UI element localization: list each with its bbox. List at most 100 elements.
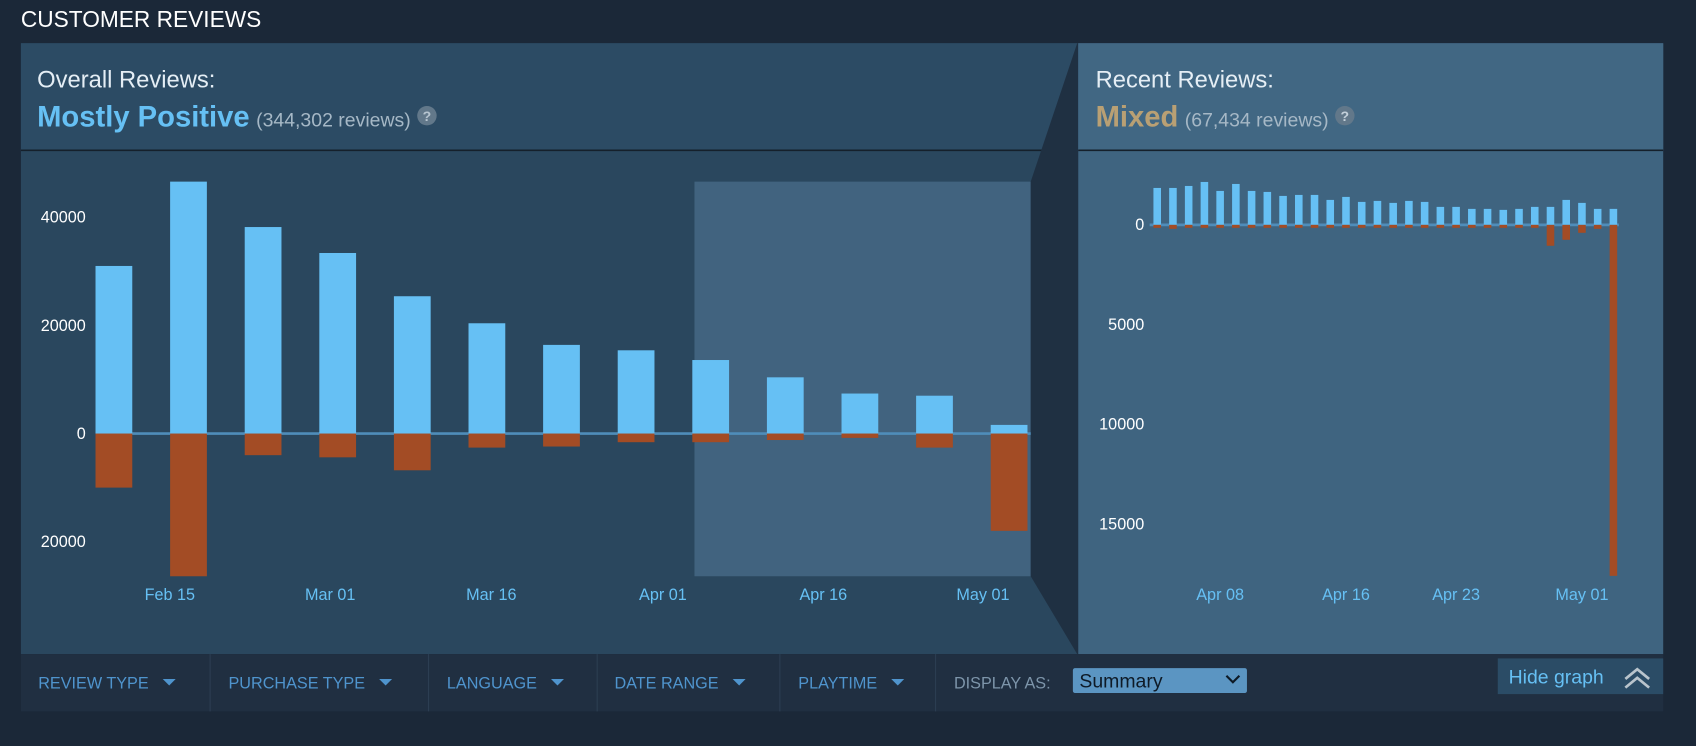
- bar: [1405, 200, 1413, 225]
- bar: [95, 433, 133, 488]
- select-value: Summary: [1079, 671, 1163, 693]
- bar: [1452, 206, 1460, 225]
- bar: [1593, 224, 1602, 229]
- bar: [1436, 206, 1445, 225]
- recent-count: (67,434 reviews): [1185, 109, 1329, 131]
- bar: [1483, 224, 1492, 228]
- help-icon[interactable]: ?: [1335, 105, 1355, 126]
- y-tick-label: 20000: [41, 533, 86, 551]
- bar: [95, 265, 133, 434]
- display-select[interactable]: Summary: [1072, 668, 1247, 694]
- bar: [1153, 224, 1161, 228]
- bar: [1184, 185, 1193, 225]
- bar: [1342, 224, 1350, 228]
- bar: [1530, 224, 1539, 228]
- bar: [1546, 224, 1555, 246]
- recent-range-highlight: [694, 181, 1031, 577]
- bar: [543, 433, 580, 447]
- y-tick-label: 15000: [1099, 515, 1144, 533]
- bar: [916, 395, 953, 434]
- bar: [1216, 224, 1224, 228]
- bar: [1310, 194, 1319, 225]
- bar: [319, 433, 357, 458]
- chevron: [1624, 676, 1650, 689]
- bar: [692, 360, 730, 434]
- bar: [1530, 206, 1539, 225]
- filter-dropdown[interactable]: PLAYTIME: [798, 675, 905, 693]
- filter-label: PURCHASE TYPE: [228, 675, 365, 693]
- bar: [1247, 190, 1256, 225]
- overall-count: (344,302 reviews): [256, 109, 411, 131]
- bar: [1184, 224, 1193, 228]
- filter-dropdown[interactable]: LANGUAGE: [447, 675, 564, 693]
- bar: [1169, 224, 1177, 229]
- bar: [1609, 208, 1618, 225]
- bar: [1232, 224, 1240, 228]
- bar: [1468, 224, 1476, 228]
- bar: [1263, 224, 1272, 228]
- bar: [170, 433, 207, 577]
- bar: [1263, 191, 1272, 225]
- filter-dropdown[interactable]: REVIEW TYPE: [38, 675, 176, 693]
- overall-rating: Mostly Positive: [37, 101, 249, 133]
- overall-summary: Mostly Positive (344,302 reviews): [37, 101, 411, 133]
- bar: [1452, 224, 1460, 228]
- select-chevron: [1225, 674, 1241, 684]
- bar: [1295, 224, 1303, 228]
- bar: [1200, 181, 1209, 225]
- x-tick-label: Mar 16: [466, 586, 516, 604]
- dropdown-arrow: [550, 678, 564, 686]
- recent-summary: Mixed (67,434 reviews): [1096, 101, 1329, 133]
- overall-label: Overall Reviews:: [37, 67, 215, 94]
- filter-dropdown[interactable]: PURCHASE TYPE: [228, 675, 393, 693]
- bar: [1279, 224, 1287, 228]
- bar: [1342, 196, 1350, 225]
- bar: [990, 433, 1028, 531]
- dropdown-arrow: [379, 678, 393, 686]
- bar: [617, 433, 655, 443]
- bar: [1279, 195, 1287, 225]
- bar: [1153, 187, 1161, 225]
- bar: [1357, 224, 1366, 228]
- bar: [841, 393, 879, 434]
- display-as-label: DISPLAY AS:: [954, 675, 1051, 693]
- x-tick-label: Apr 16: [1322, 586, 1370, 604]
- y-tick-label: 0: [1135, 216, 1144, 234]
- y-tick-label: 5000: [1108, 316, 1144, 334]
- y-tick-label: 0: [77, 425, 86, 443]
- bar: [1200, 224, 1209, 228]
- x-tick-label: May 01: [956, 586, 1009, 604]
- filter-dropdown[interactable]: DATE RANGE: [614, 675, 746, 693]
- bar: [1436, 224, 1445, 228]
- bar: [1326, 199, 1335, 225]
- hide-graph-button[interactable]: Hide graph: [1497, 658, 1664, 695]
- x-tick-label: Apr 23: [1432, 586, 1480, 604]
- bar: [1373, 200, 1382, 225]
- y-tick-label: 20000: [41, 317, 86, 335]
- button-bg: [1497, 658, 1664, 695]
- bar: [766, 433, 804, 441]
- x-tick-label: Apr 16: [799, 586, 847, 604]
- bar: [1609, 224, 1618, 576]
- filter-label: LANGUAGE: [447, 675, 537, 693]
- filter-label: DATE RANGE: [614, 675, 718, 693]
- help-circle: [417, 105, 437, 126]
- bar: [1389, 202, 1397, 225]
- recent-header: [1078, 43, 1664, 151]
- filter-label: PLAYTIME: [798, 675, 877, 693]
- bar: [468, 433, 506, 448]
- bar: [543, 344, 580, 434]
- section-title: CUSTOMER REVIEWS: [21, 6, 261, 32]
- x-tick-label: Apr 08: [1196, 586, 1244, 604]
- x-tick-label: Mar 01: [305, 586, 355, 604]
- dropdown-arrow: [891, 678, 905, 686]
- help-icon[interactable]: ?: [417, 105, 437, 126]
- bar: [1310, 224, 1319, 228]
- bar: [1515, 208, 1523, 225]
- bar: [1562, 199, 1570, 225]
- dropdown-arrow: [162, 678, 176, 686]
- bar: [1232, 183, 1240, 225]
- filter-bar: [20, 654, 1664, 712]
